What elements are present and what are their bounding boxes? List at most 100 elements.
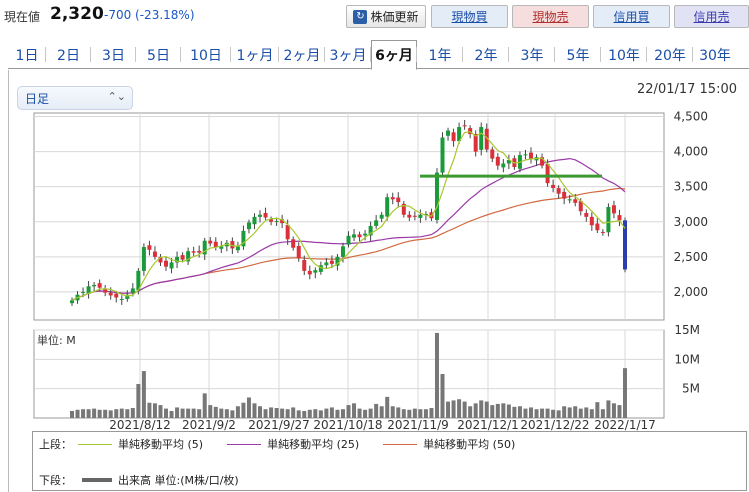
tab-separator	[230, 47, 231, 62]
volume-bar	[562, 406, 567, 418]
volume-bar	[512, 406, 517, 418]
candle-body	[340, 246, 345, 257]
tab-13[interactable]: 10年	[608, 47, 640, 64]
tab-3[interactable]: 5日	[147, 47, 170, 64]
volume-tick-label: 5M	[682, 382, 700, 396]
x-tick-label: 2021/9/2	[182, 418, 236, 432]
tab-11[interactable]: 3年	[520, 47, 544, 64]
volume-bar	[103, 409, 108, 418]
volume-bar	[340, 409, 345, 418]
candle-body	[423, 214, 428, 216]
volume-bar	[589, 409, 594, 418]
volume-bar	[462, 401, 467, 418]
volume-bar	[379, 406, 384, 418]
candle-body	[523, 154, 528, 156]
tab-12[interactable]: 5年	[566, 47, 590, 64]
x-tick-label: 2022/1/17	[594, 418, 656, 432]
volume-bar	[235, 406, 240, 418]
volume-bar	[136, 383, 141, 418]
margin-buy-button[interactable]: 信用買	[593, 5, 670, 28]
volume-bar	[534, 409, 539, 418]
volume-bar	[92, 408, 97, 418]
candle-body	[451, 132, 456, 142]
tab-1[interactable]: 2日	[57, 47, 80, 64]
candle-body	[202, 240, 207, 255]
volume-bar	[191, 408, 196, 418]
candle-body	[180, 255, 185, 260]
tab-separator	[600, 47, 601, 62]
margin-sell-button[interactable]: 信用売	[674, 5, 749, 28]
volume-bar	[274, 408, 279, 418]
candle-body	[506, 160, 511, 164]
tab-10[interactable]: 2年	[474, 47, 498, 64]
x-tick-label: 2021/10/18	[313, 418, 382, 432]
tab-separator	[90, 47, 91, 62]
volume-plot-frame	[33, 329, 665, 419]
volume-tick-label: 10M	[674, 352, 700, 366]
volume-bar	[158, 405, 163, 418]
candle-body	[175, 256, 180, 263]
volume-bar	[296, 410, 301, 418]
tab-7[interactable]: 3ヶ月	[329, 47, 367, 64]
candle-body	[611, 205, 616, 214]
tab-2[interactable]: 3日	[102, 47, 125, 64]
volume-bar	[363, 409, 368, 418]
tab-6[interactable]: 2ヶ月	[283, 47, 321, 64]
candle-period-select[interactable]: 日足 ⌃⌄	[17, 86, 133, 110]
candle-body	[119, 298, 124, 300]
candle-body	[407, 214, 412, 218]
candle-body	[484, 128, 489, 150]
volume-bar	[506, 404, 511, 418]
candle-body	[551, 184, 556, 189]
tab-9[interactable]: 1年	[428, 47, 452, 64]
volume-bar	[70, 410, 74, 418]
volume-bar	[434, 332, 439, 418]
volume-bar	[423, 409, 428, 418]
volume-bar	[324, 408, 329, 418]
spot-sell-button[interactable]: 現物売	[512, 5, 589, 28]
update-price-button[interactable]: ↻ 株価更新	[346, 5, 426, 28]
price-change: -700 (-23.18%)	[104, 8, 195, 22]
volume-bar	[318, 410, 323, 418]
volume-bar	[219, 408, 224, 418]
volume-bar	[141, 371, 146, 418]
volume-bar	[352, 403, 357, 418]
tab-separator	[646, 47, 647, 62]
candle-body	[545, 163, 550, 184]
volume-bar	[611, 403, 616, 418]
tab-14[interactable]: 20年	[654, 47, 686, 64]
candle-body	[152, 251, 157, 257]
candle-body	[495, 156, 500, 166]
tab-5[interactable]: 1ヶ月	[236, 47, 274, 64]
candle-body	[141, 247, 146, 271]
candle-body	[219, 246, 224, 249]
x-tick-label: 2021/9/27	[248, 418, 310, 432]
candle-body	[108, 292, 113, 296]
volume-bar	[302, 410, 307, 418]
candle-body	[457, 127, 462, 142]
volume-bar	[119, 408, 124, 418]
volume-bar	[152, 403, 157, 418]
quote-header: 現在値 2,320 -700 (-23.18%) ↻ 株価更新 現物買 現物売 …	[0, 0, 749, 30]
price-tick-label: 4,000	[674, 145, 708, 159]
tab-15[interactable]: 30年	[699, 47, 731, 64]
legend-lower-row: 下段： 出来高 単位:(M株/口/枚)	[39, 472, 239, 488]
volume-bar	[246, 397, 251, 418]
tab-separator	[554, 47, 555, 62]
candle-body	[302, 260, 307, 271]
legend-ma50: 単純移動平均 (50)	[423, 438, 516, 451]
tab-separator	[45, 47, 46, 62]
x-tick-label: 2021/11/9	[387, 418, 449, 432]
tab-0[interactable]: 1日	[15, 47, 39, 64]
candle-body	[125, 294, 130, 299]
tab-8[interactable]: 6ヶ月	[371, 40, 417, 70]
spot-buy-button[interactable]: 現物買	[431, 5, 508, 28]
chart-legend: 上段： 単純移動平均 (5) 単純移動平均 (25) 単純移動平均 (50) 下…	[32, 431, 747, 491]
volume-bar	[595, 402, 600, 418]
volume-bar	[556, 410, 561, 418]
volume-bar	[208, 405, 213, 418]
tab-4[interactable]: 10日	[190, 47, 222, 64]
volume-bar	[412, 408, 417, 418]
candle-body	[385, 197, 390, 217]
